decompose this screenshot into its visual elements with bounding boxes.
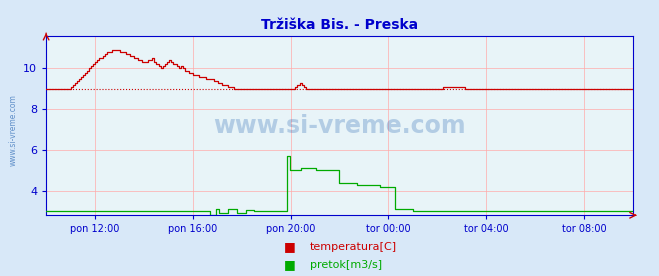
Text: www.si-vreme.com: www.si-vreme.com [9, 94, 18, 166]
Text: temperatura[C]: temperatura[C] [310, 242, 397, 252]
Text: www.si-vreme.com: www.si-vreme.com [213, 114, 466, 137]
Title: Tržiška Bis. - Preska: Tržiška Bis. - Preska [261, 18, 418, 32]
Text: ■: ■ [284, 258, 296, 272]
Text: pretok[m3/s]: pretok[m3/s] [310, 260, 382, 270]
Text: ■: ■ [284, 240, 296, 254]
